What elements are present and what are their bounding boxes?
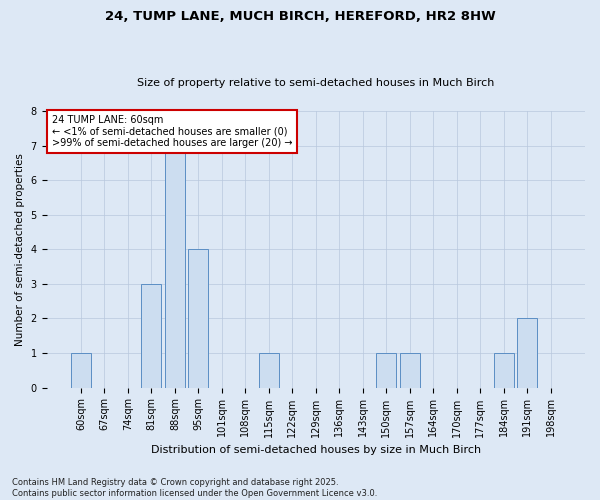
Bar [71,353,91,388]
Bar [517,318,537,388]
Title: Size of property relative to semi-detached houses in Much Birch: Size of property relative to semi-detach… [137,78,494,88]
Bar [259,353,279,388]
Bar [376,353,396,388]
Text: 24 TUMP LANE: 60sqm
← <1% of semi-detached houses are smaller (0)
>99% of semi-d: 24 TUMP LANE: 60sqm ← <1% of semi-detach… [52,115,292,148]
Y-axis label: Number of semi-detached properties: Number of semi-detached properties [15,153,25,346]
Text: Contains HM Land Registry data © Crown copyright and database right 2025.
Contai: Contains HM Land Registry data © Crown c… [12,478,377,498]
Bar [400,353,419,388]
Bar [142,284,161,388]
Bar [188,250,208,388]
X-axis label: Distribution of semi-detached houses by size in Much Birch: Distribution of semi-detached houses by … [151,445,481,455]
Text: 24, TUMP LANE, MUCH BIRCH, HEREFORD, HR2 8HW: 24, TUMP LANE, MUCH BIRCH, HEREFORD, HR2… [104,10,496,23]
Bar [494,353,514,388]
Bar [165,146,185,388]
